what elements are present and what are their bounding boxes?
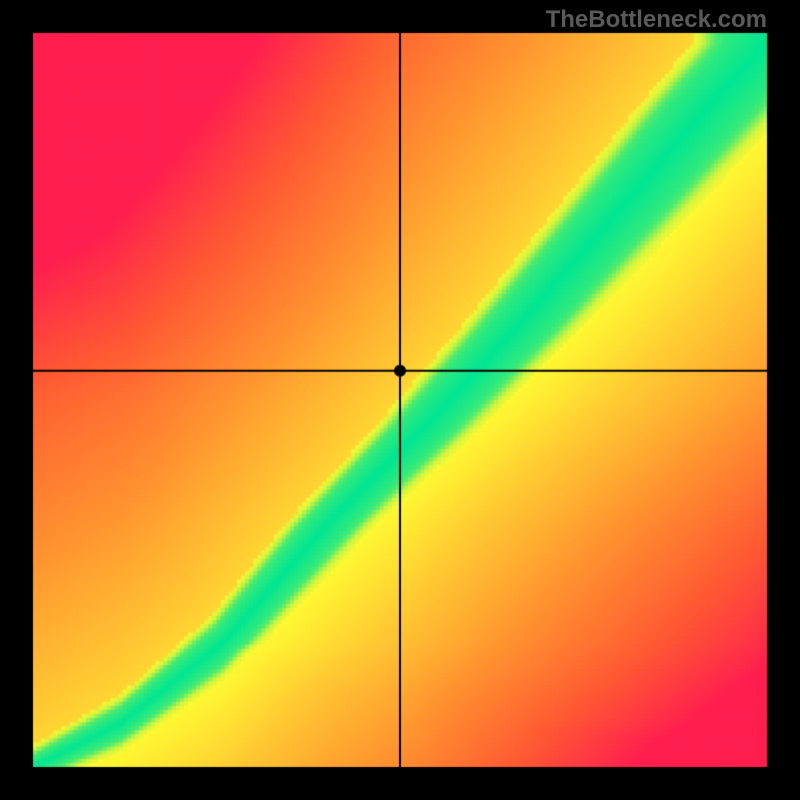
watermark-text: TheBottleneck.com	[546, 6, 767, 34]
bottleneck-heatmap	[0, 0, 800, 800]
